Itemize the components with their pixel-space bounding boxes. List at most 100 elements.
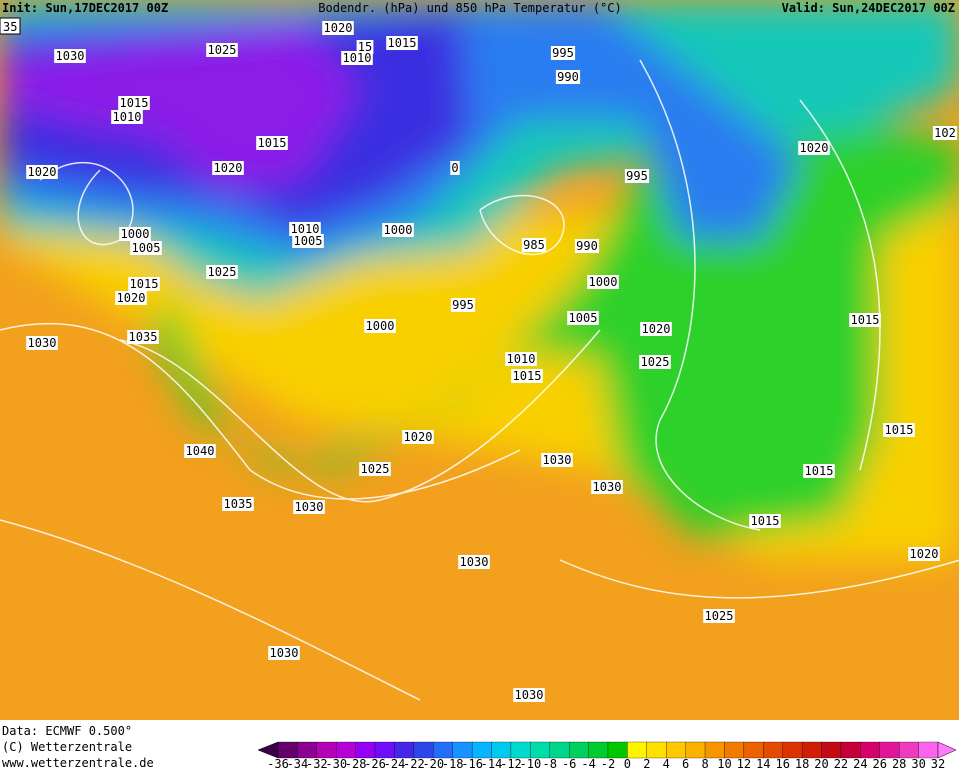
colorbar-swatch — [316, 741, 337, 759]
isobar-label-box — [359, 462, 391, 476]
isobar-label-box — [703, 609, 735, 623]
colorbar-swatch — [471, 741, 492, 759]
isobar-label: 1035 — [129, 330, 158, 344]
isobar-label-box — [386, 36, 418, 50]
isobar-label: 1015 — [130, 277, 159, 291]
colorbar-tick-label: 14 — [756, 757, 770, 770]
isobar-label-box — [550, 46, 576, 60]
isobar-label-box — [341, 51, 373, 65]
isobar-label-box — [382, 223, 414, 237]
isobar-label: 1000 — [589, 275, 618, 289]
temperature-field — [0, 0, 959, 720]
isobar-label: 1020 — [214, 161, 243, 175]
colorbar-swatch — [627, 741, 647, 759]
isobar-label: 1030 — [56, 49, 85, 63]
isobar-label-box — [119, 227, 151, 241]
colorbar-tick-label: -20 — [422, 757, 444, 770]
isobar-label: 990 — [557, 70, 579, 84]
isobar-label: 1030 — [295, 500, 324, 514]
isobar-label: 995 — [452, 298, 474, 312]
colorbar-swatch — [782, 741, 803, 759]
colorbar-swatch — [452, 741, 473, 759]
colorbar-tick-label: -14 — [481, 757, 503, 770]
colorbar-swatch — [355, 741, 376, 759]
colorbar-tick-label: -34 — [287, 757, 309, 770]
isobar-label: 1000 — [384, 223, 413, 237]
colorbar-swatch — [607, 741, 628, 759]
colorbar-swatch — [743, 741, 764, 759]
isobar-label-box — [222, 497, 254, 511]
isobar-label-box — [322, 21, 354, 35]
colorbar-tick-label: -26 — [364, 757, 386, 770]
isobar-label-box — [541, 453, 573, 467]
colorbar-swatch — [413, 741, 434, 759]
isobar-label-box — [26, 165, 58, 179]
isobar-labels: 1030 102510201510101015995990101510101015… — [26, 21, 958, 702]
colorbar-swatch — [530, 741, 550, 759]
colorbar-tick-label: 20 — [814, 757, 828, 770]
colorbar-swatch — [491, 741, 512, 759]
isobar-label: 1015 — [751, 514, 780, 528]
isobar-label-box — [458, 555, 490, 569]
isobar-label: 1020 — [910, 547, 939, 561]
colorbar-swatch — [685, 741, 706, 759]
colorbar-swatch — [588, 741, 609, 759]
isobar-label-box — [591, 480, 623, 494]
colorbar-tick-label: -28 — [345, 757, 367, 770]
isobar-label: 1015 — [513, 369, 542, 383]
colorbar-arrow-right — [937, 741, 957, 759]
isobar-label: 1025 — [208, 43, 237, 57]
isobar-label-box — [184, 444, 216, 458]
isobar-label-box — [639, 355, 671, 369]
colorbar-swatch — [433, 741, 453, 759]
colorbar-tick-label: 28 — [892, 757, 906, 770]
isobar-label-box — [289, 222, 321, 236]
isobar-label-box — [749, 514, 781, 528]
isobar-label: 1025 — [641, 355, 670, 369]
isobar-label: 1015 — [120, 96, 149, 110]
colorbar-tick-label: 18 — [795, 757, 809, 770]
isobar-label: 1030 — [593, 480, 622, 494]
isobar-label-box — [127, 330, 159, 344]
isobar-label-box — [908, 547, 940, 561]
isobar-label-box — [574, 239, 600, 253]
isobar-label-box — [587, 275, 619, 289]
isobar-label-box — [450, 161, 460, 175]
isobar-label: 1030 — [460, 555, 489, 569]
isobar-label: 1030 — [515, 688, 544, 702]
isobar-label: 1025 — [361, 462, 390, 476]
colorbar-tick-label: -30 — [325, 757, 347, 770]
colorbar-tick-label: 22 — [834, 757, 848, 770]
isobar-label-box — [932, 126, 958, 140]
isobar-label-box — [26, 336, 58, 350]
isobar-label-box — [555, 70, 581, 84]
isobar-label-box — [640, 322, 672, 336]
colorbar-swatch — [666, 741, 686, 759]
isobar-label: 1005 — [294, 234, 323, 248]
colorbar-tick-label: -24 — [384, 757, 406, 770]
valid-label: Valid: Sun,24DEC2017 00Z — [782, 1, 955, 15]
isobar-label: 995 — [552, 46, 574, 60]
isobar-label: 1000 — [366, 319, 395, 333]
colorbar-swatch — [763, 741, 783, 759]
corner-label: 35 — [3, 20, 17, 34]
isobar-label: 1005 — [569, 311, 598, 325]
colorbar-tick-label: -10 — [520, 757, 542, 770]
isobar-label-box — [364, 319, 396, 333]
isobar-label-box — [356, 40, 374, 54]
colorbar-tick-label: -8 — [543, 757, 557, 770]
isobar-label: 1020 — [642, 322, 671, 336]
isobar-label-box — [115, 291, 147, 305]
isobar-label-box — [402, 430, 434, 444]
isobar-label: 1015 — [885, 423, 914, 437]
isobar-label: 985 — [523, 238, 545, 252]
colorbar-tick-label: -32 — [306, 757, 328, 770]
isobar-label: 1040 — [186, 444, 215, 458]
isobar-label-box — [450, 298, 476, 312]
colorbar-tick-label: 0 — [624, 757, 631, 770]
colorbar-tick-label: 16 — [775, 757, 789, 770]
isobar-label-box — [505, 352, 537, 366]
colorbar-swatch — [374, 741, 395, 759]
colorbar-tick-label: -6 — [562, 757, 576, 770]
